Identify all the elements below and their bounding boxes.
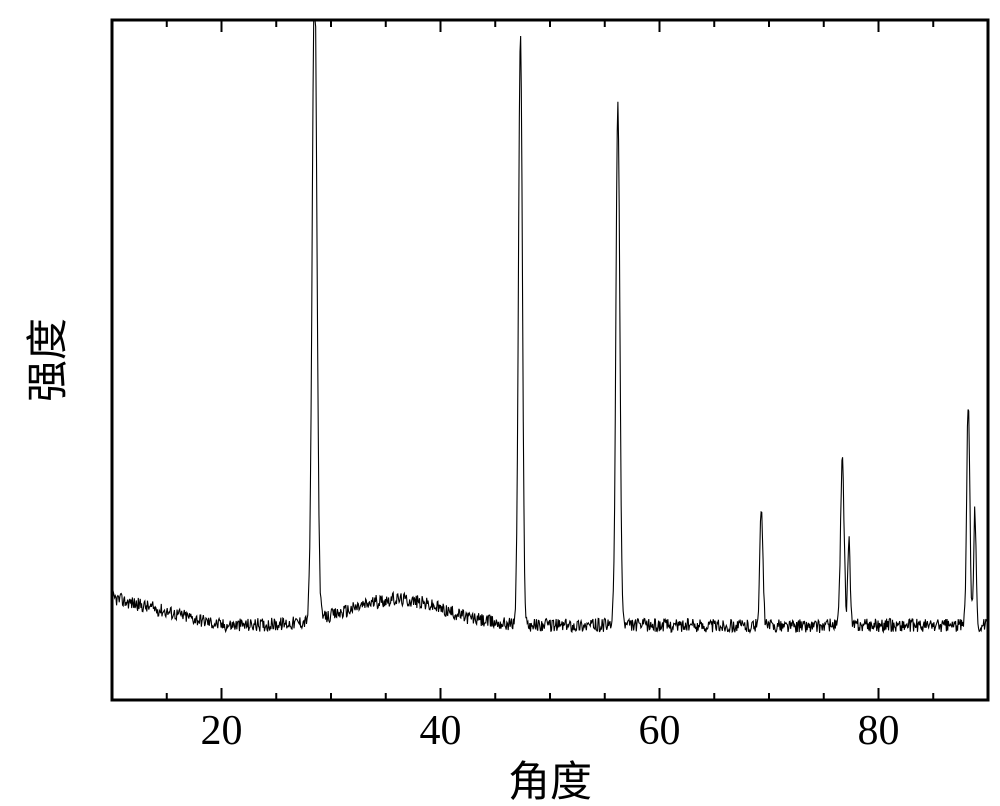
x-tick-label: 60 (639, 708, 681, 754)
y-axis-label: 强度 (26, 318, 72, 402)
xrd-chart: 20 40 60 80 角度 强度 (0, 0, 1000, 806)
spectrum-line (112, 20, 988, 633)
x-tick-label: 80 (858, 708, 900, 754)
plot-border (112, 20, 988, 700)
x-axis-label: 角度 (508, 760, 592, 806)
x-tick-label: 20 (201, 708, 243, 754)
x-tick-label: 40 (420, 708, 462, 754)
